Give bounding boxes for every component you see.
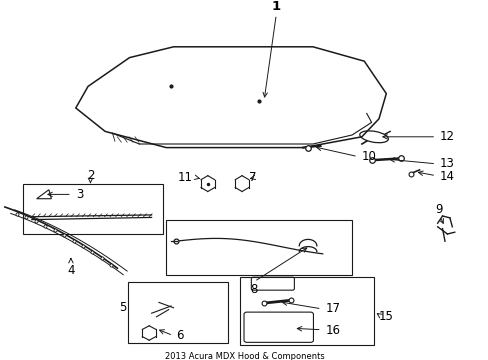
Bar xyxy=(239,277,373,345)
Text: 16: 16 xyxy=(325,324,340,337)
Text: 1: 1 xyxy=(271,0,280,13)
Text: 9: 9 xyxy=(434,203,442,216)
Bar xyxy=(128,282,228,343)
Text: 10: 10 xyxy=(361,150,376,163)
Bar xyxy=(166,220,351,275)
Text: 2: 2 xyxy=(86,169,94,182)
Text: 6: 6 xyxy=(176,329,183,342)
Bar xyxy=(23,184,163,234)
Text: 5: 5 xyxy=(119,301,126,314)
Text: 4: 4 xyxy=(67,264,75,276)
Text: 17: 17 xyxy=(325,302,340,315)
Text: 13: 13 xyxy=(439,157,454,170)
Text: 14: 14 xyxy=(439,170,454,183)
Text: 3: 3 xyxy=(76,188,83,201)
Text: 12: 12 xyxy=(439,130,454,143)
Text: 7: 7 xyxy=(249,171,256,184)
Text: 11: 11 xyxy=(178,171,193,184)
Text: 8: 8 xyxy=(250,283,258,296)
Text: 2013 Acura MDX Hood & Components: 2013 Acura MDX Hood & Components xyxy=(164,352,324,360)
Text: 15: 15 xyxy=(378,310,393,323)
